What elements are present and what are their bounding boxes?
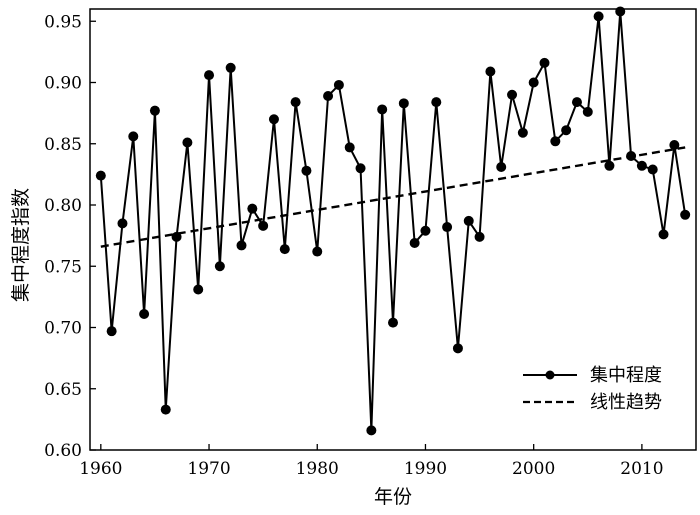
- trend-series: [100, 146, 686, 248]
- data-point: [204, 70, 215, 81]
- data-point: [258, 220, 269, 231]
- y-axis: 0.60 0.65 0.70 0.75 0.80 0.85 0.90 0.95: [44, 12, 96, 461]
- data-point: [528, 77, 539, 88]
- data-point: [344, 142, 355, 153]
- concentration-series: [95, 6, 691, 436]
- data-point: [160, 404, 171, 415]
- data-point: [290, 97, 301, 108]
- y-tick-label: 0.70: [44, 319, 82, 339]
- legend: 集中程度 线性趋势: [523, 365, 662, 413]
- data-point: [182, 137, 193, 148]
- data-point: [626, 151, 637, 161]
- data-point: [409, 237, 420, 248]
- data-point: [171, 231, 182, 242]
- data-point: [301, 165, 312, 176]
- x-tick-label: 1990: [404, 459, 447, 479]
- y-tick-label: 0.65: [44, 380, 82, 400]
- data-point: [268, 114, 279, 125]
- data-point: [333, 79, 344, 90]
- data-point: [539, 57, 550, 68]
- legend-marker-concentration: [545, 370, 555, 380]
- data-point: [485, 66, 496, 77]
- data-point: [366, 425, 377, 436]
- data-point: [398, 98, 409, 109]
- data-point: [149, 105, 160, 116]
- y-tick-label: 0.60: [44, 441, 82, 461]
- data-point: [225, 62, 236, 73]
- y-tick-label: 0.90: [44, 74, 82, 94]
- data-point: [615, 6, 626, 17]
- data-point: [193, 284, 204, 295]
- data-point: [312, 246, 323, 257]
- legend-label-trend: 线性趋势: [590, 392, 662, 413]
- x-tick-label: 1980: [296, 459, 339, 479]
- data-point: [582, 106, 593, 117]
- data-point: [452, 343, 463, 354]
- data-point: [236, 240, 247, 251]
- data-point: [117, 218, 128, 229]
- y-tick-label: 0.95: [44, 12, 82, 32]
- x-tick-label: 1960: [79, 459, 122, 479]
- data-point: [647, 164, 658, 175]
- x-axis: 1960 1970 1980 1990 2000 2010: [79, 444, 664, 479]
- data-point: [128, 131, 139, 142]
- data-point: [496, 162, 507, 173]
- data-point: [593, 11, 604, 22]
- y-tick-label: 0.85: [44, 135, 82, 155]
- data-point: [214, 261, 225, 272]
- data-point: [95, 170, 106, 181]
- legend-label-concentration: 集中程度: [590, 365, 662, 386]
- data-point: [247, 203, 258, 214]
- data-point: [474, 231, 485, 242]
- data-point: [517, 127, 528, 138]
- data-point: [420, 225, 431, 236]
- data-point: [431, 97, 442, 108]
- x-axis-label: 年份: [374, 486, 412, 508]
- data-point: [680, 209, 691, 220]
- y-axis-label: 集中程度指数: [10, 188, 32, 302]
- data-point: [658, 229, 669, 240]
- plot-frame: [89, 8, 697, 451]
- x-tick-label: 2000: [512, 459, 555, 479]
- trend-line: [100, 146, 686, 248]
- data-point: [279, 244, 290, 255]
- data-point: [377, 104, 388, 115]
- data-point: [388, 317, 398, 328]
- y-tick-label: 0.75: [44, 257, 82, 277]
- data-point: [463, 215, 474, 226]
- data-point: [604, 160, 615, 171]
- data-point: [669, 139, 680, 150]
- data-point: [636, 160, 647, 171]
- data-point: [106, 326, 117, 337]
- data-point: [355, 163, 366, 174]
- y-tick-label: 0.80: [44, 196, 82, 216]
- data-point: [561, 125, 572, 136]
- x-tick-label: 1970: [187, 459, 230, 479]
- data-point: [571, 97, 582, 108]
- data-point: [507, 89, 518, 100]
- data-point: [550, 136, 561, 147]
- data-point: [442, 222, 453, 233]
- data-point: [323, 90, 334, 101]
- data-point: [139, 309, 150, 320]
- x-tick-label: 2010: [620, 459, 663, 479]
